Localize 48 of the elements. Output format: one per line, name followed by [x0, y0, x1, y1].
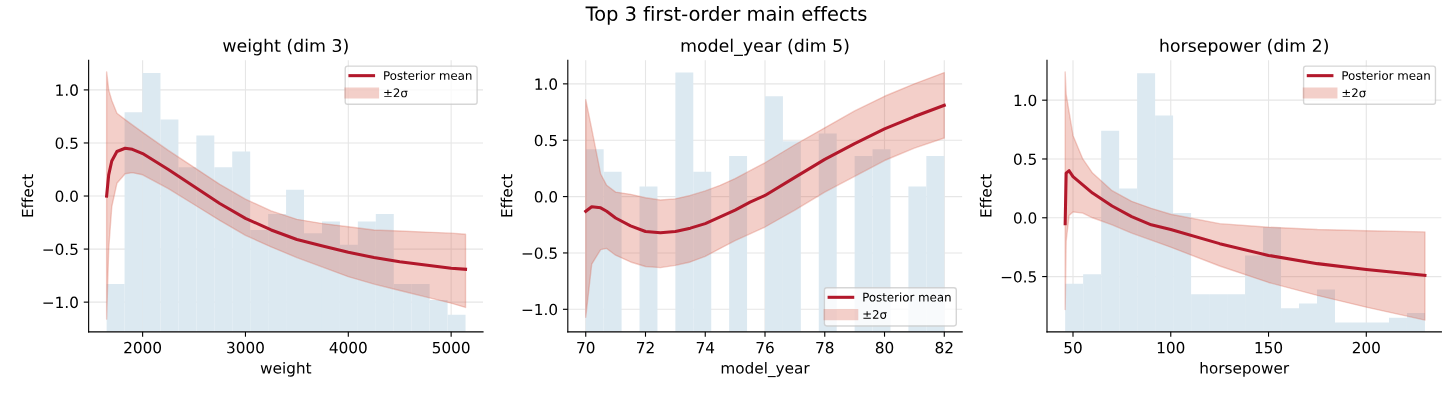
- legend-label: Posterior mean: [384, 70, 472, 80]
- y-tick-label: −1.0: [522, 303, 558, 316]
- y-tick-label: −0.5: [522, 247, 557, 259]
- x-tick-label: 3000: [227, 341, 264, 354]
- x-axis-title: model_year: [721, 361, 810, 378]
- y-tick-label: 1.0: [1014, 94, 1037, 107]
- y-tick-label: 0.0: [1013, 212, 1037, 224]
- x-axis-title: horsepower: [1200, 361, 1290, 377]
- y-tick-label: 0.0: [534, 191, 558, 203]
- x-tick-label: 150: [1255, 341, 1283, 354]
- legend-label: Posterior mean: [863, 292, 951, 302]
- y-tick-label: −0.5: [43, 243, 78, 256]
- annotation: ±2σ: [384, 88, 408, 98]
- legend-label: Posterior mean: [1342, 70, 1430, 80]
- y-tick-label: 1.0: [535, 78, 558, 90]
- text: Top 3 first-order main effects: [585, 5, 867, 25]
- x-tick-label: 2000: [124, 341, 162, 354]
- x-tick-label: 50: [1064, 341, 1082, 354]
- x-tick-label: 80: [875, 341, 894, 354]
- y-axis-title: Effect: [979, 174, 992, 217]
- y-axis-title: Effect: [21, 174, 34, 217]
- chart-title: horsepower (dim 2): [1160, 38, 1328, 56]
- line-series: [584, 103, 946, 235]
- chart-title: model_year (dim 5): [681, 38, 849, 56]
- chart-title: weight (dim 3): [223, 38, 348, 56]
- x-tick-label: 70: [577, 341, 595, 354]
- y-tick-label: 0.5: [1013, 153, 1036, 165]
- x-tick-label: 82: [935, 341, 953, 354]
- annotation: ±2σ: [1342, 88, 1366, 98]
- x-tick-label: 5000: [432, 341, 470, 354]
- y-tick-label: −0.5: [1001, 271, 1036, 283]
- annotation: ±2σ: [863, 310, 887, 319]
- x-axis-title: weight: [260, 361, 312, 377]
- y-tick-label: 0.5: [55, 137, 78, 149]
- x-tick-label: 100: [1157, 341, 1185, 354]
- line-series: [105, 146, 468, 271]
- y-tick-label: 0.0: [55, 190, 78, 203]
- y-tick-label: 1.0: [56, 84, 78, 96]
- x-tick-label: 74: [696, 342, 715, 354]
- x-tick-label: 72: [637, 341, 654, 354]
- x-tick-label: 200: [1352, 341, 1380, 354]
- x-tick-label: 4000: [329, 341, 367, 354]
- y-axis-title: Effect: [500, 174, 513, 217]
- line-series: [1063, 169, 1427, 277]
- x-tick-label: 78: [816, 341, 834, 354]
- x-tick-label: 76: [756, 341, 774, 354]
- y-tick-label: 0.5: [534, 134, 557, 147]
- y-tick-label: −1.0: [43, 296, 78, 309]
